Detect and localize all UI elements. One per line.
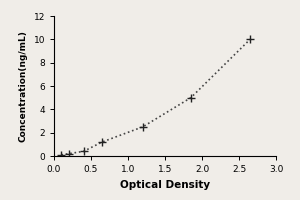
- Y-axis label: Concentration(ng/mL): Concentration(ng/mL): [19, 30, 28, 142]
- X-axis label: Optical Density: Optical Density: [120, 180, 210, 190]
